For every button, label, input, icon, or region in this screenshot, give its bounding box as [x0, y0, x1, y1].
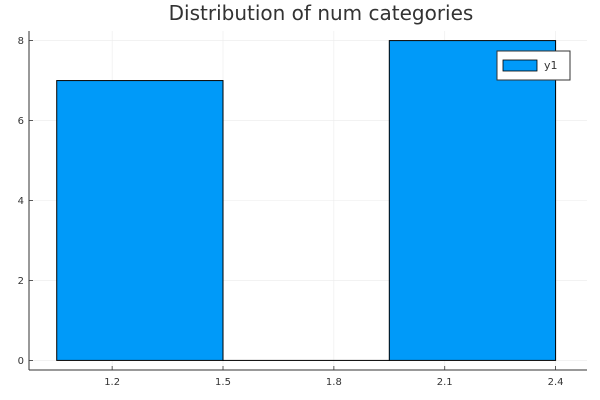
bar-2	[388, 40, 557, 361]
legend: y1	[496, 50, 571, 81]
bars-layer	[56, 40, 557, 361]
x-tick-label-4: 2.4	[548, 377, 564, 388]
bar-0	[56, 80, 224, 361]
y-tick-label-4: 8	[18, 36, 24, 47]
y-tick-label-2: 4	[18, 196, 24, 207]
ticks-layer: 1.2 1.5 1.8 2.1 2.4 0 2 4 6 8	[18, 36, 564, 388]
x-tick-label-1: 1.5	[215, 377, 231, 388]
y-tick-label-3: 6	[18, 116, 24, 127]
x-tick-label-3: 2.1	[437, 377, 453, 388]
chart-title: Distribution of num categories	[169, 1, 474, 25]
legend-label-0: y1	[544, 59, 558, 72]
legend-swatch-0	[502, 59, 538, 72]
x-tick-label-2: 1.8	[326, 377, 342, 388]
x-tick-label-0: 1.2	[104, 377, 120, 388]
y-tick-label-0: 0	[18, 356, 24, 367]
y-tick-label-1: 2	[18, 276, 24, 287]
